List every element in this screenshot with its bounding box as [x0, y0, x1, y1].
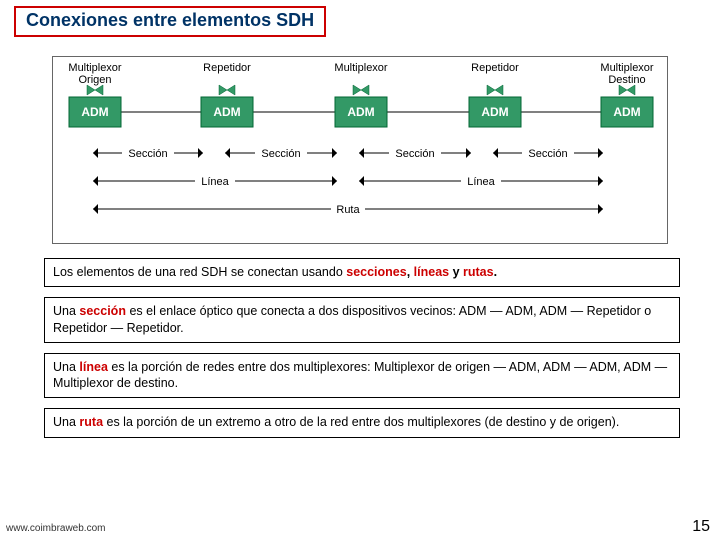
svg-text:ADM: ADM — [213, 105, 240, 119]
svg-text:Sección: Sección — [261, 148, 300, 160]
svg-text:Multiplexor: Multiplexor — [68, 62, 122, 74]
textbox-linea: Una línea es la porción de redes entre d… — [44, 353, 680, 399]
svg-text:Destino: Destino — [608, 74, 645, 86]
diagram-svg: MultiplexorOrigenADMRepetidorADMMultiple… — [53, 57, 669, 245]
svg-text:Repetidor: Repetidor — [203, 62, 251, 74]
svg-text:Multiplexor: Multiplexor — [334, 62, 388, 74]
slide-title-box: Conexiones entre elementos SDH — [14, 6, 326, 37]
textbox-ruta: Una ruta es la porción de un extremo a o… — [44, 408, 680, 437]
textbox-seccion: Una sección es el enlace óptico que cone… — [44, 297, 680, 343]
svg-text:Sección: Sección — [528, 148, 567, 160]
svg-text:ADM: ADM — [81, 105, 108, 119]
sdh-diagram: MultiplexorOrigenADMRepetidorADMMultiple… — [52, 56, 668, 244]
svg-text:Línea: Línea — [467, 176, 495, 188]
svg-text:ADM: ADM — [613, 105, 640, 119]
svg-text:Ruta: Ruta — [336, 204, 360, 216]
svg-text:Sección: Sección — [128, 148, 167, 160]
textbox-intro: Los elementos de una red SDH se conectan… — [44, 258, 680, 287]
slide-number: 15 — [692, 518, 710, 536]
svg-text:ADM: ADM — [347, 105, 374, 119]
svg-text:Multiplexor: Multiplexor — [600, 62, 654, 74]
svg-text:Sección: Sección — [395, 148, 434, 160]
svg-text:ADM: ADM — [481, 105, 508, 119]
footer-url: www.coimbraweb.com — [6, 523, 105, 534]
svg-text:Repetidor: Repetidor — [471, 62, 519, 74]
slide-title: Conexiones entre elementos SDH — [26, 10, 314, 30]
definition-boxes: Los elementos de una red SDH se conectan… — [44, 258, 680, 448]
svg-text:Línea: Línea — [201, 176, 229, 188]
svg-text:Origen: Origen — [78, 74, 111, 86]
